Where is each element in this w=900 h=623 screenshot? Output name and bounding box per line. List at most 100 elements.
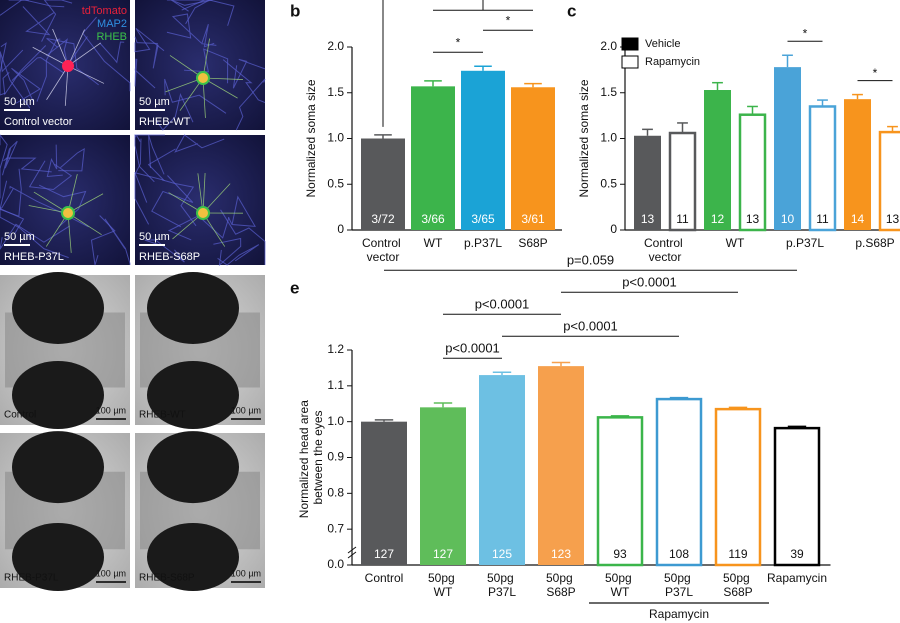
scale-label: 100 µm — [96, 568, 126, 578]
bar — [634, 135, 661, 230]
significance-line — [382, 0, 484, 127]
y-tick-label: 0.5 — [327, 176, 344, 190]
neurite — [3, 157, 52, 173]
bar — [420, 407, 466, 565]
x-tick-label: Control vector — [644, 236, 686, 264]
bar — [844, 99, 871, 230]
y-tick-label: 2.0 — [327, 39, 344, 53]
bar — [773, 426, 821, 567]
neurite — [22, 6, 55, 36]
n-label: 108 — [669, 547, 689, 561]
bar — [704, 90, 731, 230]
n-label: 125 — [492, 547, 512, 561]
bar — [738, 113, 767, 232]
soma — [61, 206, 75, 220]
n-label: 10 — [781, 212, 795, 226]
legend-label: Vehicle — [645, 38, 680, 50]
panel-letter: e — [290, 278, 299, 297]
microscopy-image — [0, 135, 130, 265]
dendrite — [46, 65, 69, 100]
neurite — [0, 0, 29, 16]
x-tick-label: Control — [365, 571, 404, 585]
neurite — [28, 160, 73, 191]
significance-label: p<0.0001 — [475, 297, 530, 312]
y-tick-label: 0.5 — [600, 176, 617, 190]
significance-label: p<0.0001 — [622, 275, 677, 290]
neurite — [134, 27, 165, 53]
n-label: 3/72 — [371, 212, 395, 226]
neurite — [46, 36, 88, 67]
neurite — [11, 57, 65, 82]
significance-label: * — [873, 66, 878, 80]
neurite — [164, 78, 227, 114]
x-tick-label: 50pg P37L — [487, 571, 517, 599]
neurite — [232, 58, 266, 89]
x-tick-label: 50pg WT — [428, 571, 458, 599]
dendrite — [67, 65, 105, 84]
x-tick-label: p.S68P — [855, 236, 894, 250]
legend-swatch — [621, 55, 639, 69]
y-axis-label: Normalized soma size — [577, 79, 591, 197]
neurite — [36, 38, 61, 102]
n-label: 12 — [711, 212, 725, 226]
neurite — [0, 49, 31, 109]
n-label: 123 — [551, 547, 571, 561]
neurite — [235, 78, 266, 131]
neurite — [99, 41, 125, 64]
scale-label: 100 µm — [231, 568, 261, 578]
n-label: 127 — [374, 547, 394, 561]
channel-label: RHEB — [96, 31, 127, 43]
eye — [12, 523, 104, 591]
dendrite — [67, 42, 101, 67]
image-caption: RHEB-P37L — [4, 251, 64, 263]
neurite — [0, 188, 25, 234]
channel-label: tdTomato — [82, 5, 127, 17]
scale-label: 50 µm — [139, 96, 170, 108]
significance-label: * — [803, 26, 808, 40]
neurite — [227, 195, 256, 227]
eye — [12, 272, 104, 344]
x-tick-label: p.P37L — [464, 236, 502, 250]
image-caption: RHEB-WT — [139, 410, 186, 421]
neurite — [0, 168, 22, 217]
neurite — [8, 0, 65, 8]
bar — [461, 70, 505, 230]
x-tick-label: Rapamycin — [767, 571, 827, 585]
neurite — [220, 209, 266, 265]
eye — [147, 431, 239, 504]
legend-label: Rapamycin — [645, 56, 700, 68]
y-tick-label: 1.2 — [327, 342, 344, 356]
neurite — [58, 147, 85, 172]
bar — [538, 366, 584, 565]
bar — [411, 86, 455, 230]
bar — [511, 87, 555, 230]
scale-label: 100 µm — [231, 405, 261, 415]
neurite — [162, 179, 197, 227]
y-tick-label: 0.0 — [327, 557, 344, 571]
image-caption: Control vector — [4, 116, 73, 128]
dendrite — [52, 28, 69, 67]
soma — [196, 71, 210, 85]
neurite — [2, 45, 47, 96]
y-tick-label: 1.5 — [327, 85, 344, 99]
bar — [774, 67, 801, 230]
channel-label: MAP2 — [97, 18, 127, 30]
n-label: 3/65 — [471, 212, 495, 226]
n-label: 119 — [728, 547, 747, 561]
neurite — [213, 237, 242, 267]
eye — [147, 272, 239, 344]
x-tick-label: 50pg P37L — [664, 571, 694, 599]
image-caption: RHEB-S68P — [139, 573, 195, 584]
soma — [196, 206, 210, 220]
neurite — [184, 48, 229, 84]
image-caption: RHEB-P37L — [4, 573, 59, 584]
legend-swatch — [621, 37, 639, 51]
bar — [479, 375, 525, 565]
axis-break — [347, 546, 357, 554]
y-axis-label: Normalized soma size — [304, 79, 318, 197]
n-label: 11 — [816, 212, 829, 226]
x-tick-label: 50pg WT — [605, 571, 635, 599]
neurite — [134, 138, 150, 225]
significance-label: p<0.0001 — [563, 319, 618, 334]
